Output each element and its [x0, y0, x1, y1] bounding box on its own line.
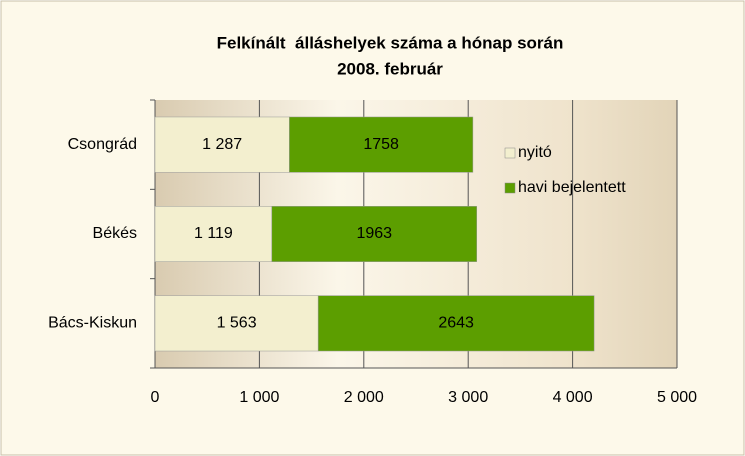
bar-segment: [271, 206, 478, 262]
bar-segment: [154, 295, 319, 352]
bar-segment: [317, 295, 595, 352]
data-label: 1 287: [202, 136, 242, 153]
data-label: 2643: [438, 315, 474, 332]
data-label: 1 119: [194, 225, 233, 242]
x-tick-label: 3 000: [448, 389, 488, 406]
chart-subtitle: 2008. február: [337, 59, 443, 78]
y-tick-label: Békés: [93, 225, 137, 242]
legend-swatch: [504, 147, 516, 159]
data-label: 1963: [356, 225, 392, 242]
legend-label: havi bejelentett: [518, 179, 626, 196]
data-label: 1 563: [217, 315, 257, 332]
x-tick-label: 0: [151, 389, 160, 406]
bar-segment: [289, 116, 474, 173]
y-tick-label: Bács-Kiskun: [48, 315, 137, 332]
y-tick-label: Csongrád: [68, 136, 137, 153]
x-tick-label: 1 000: [239, 389, 279, 406]
bar-segment: [154, 206, 273, 262]
legend-label: nyitó: [518, 144, 552, 161]
x-tick-label: 5 000: [657, 389, 697, 406]
x-tick-label: 2 000: [344, 389, 384, 406]
x-tick-label: 4 000: [553, 389, 593, 406]
chart-title: Felkínált álláshelyek száma a hónap sorá…: [217, 33, 564, 52]
data-label: 1758: [363, 136, 399, 153]
legend-swatch: [504, 182, 516, 194]
